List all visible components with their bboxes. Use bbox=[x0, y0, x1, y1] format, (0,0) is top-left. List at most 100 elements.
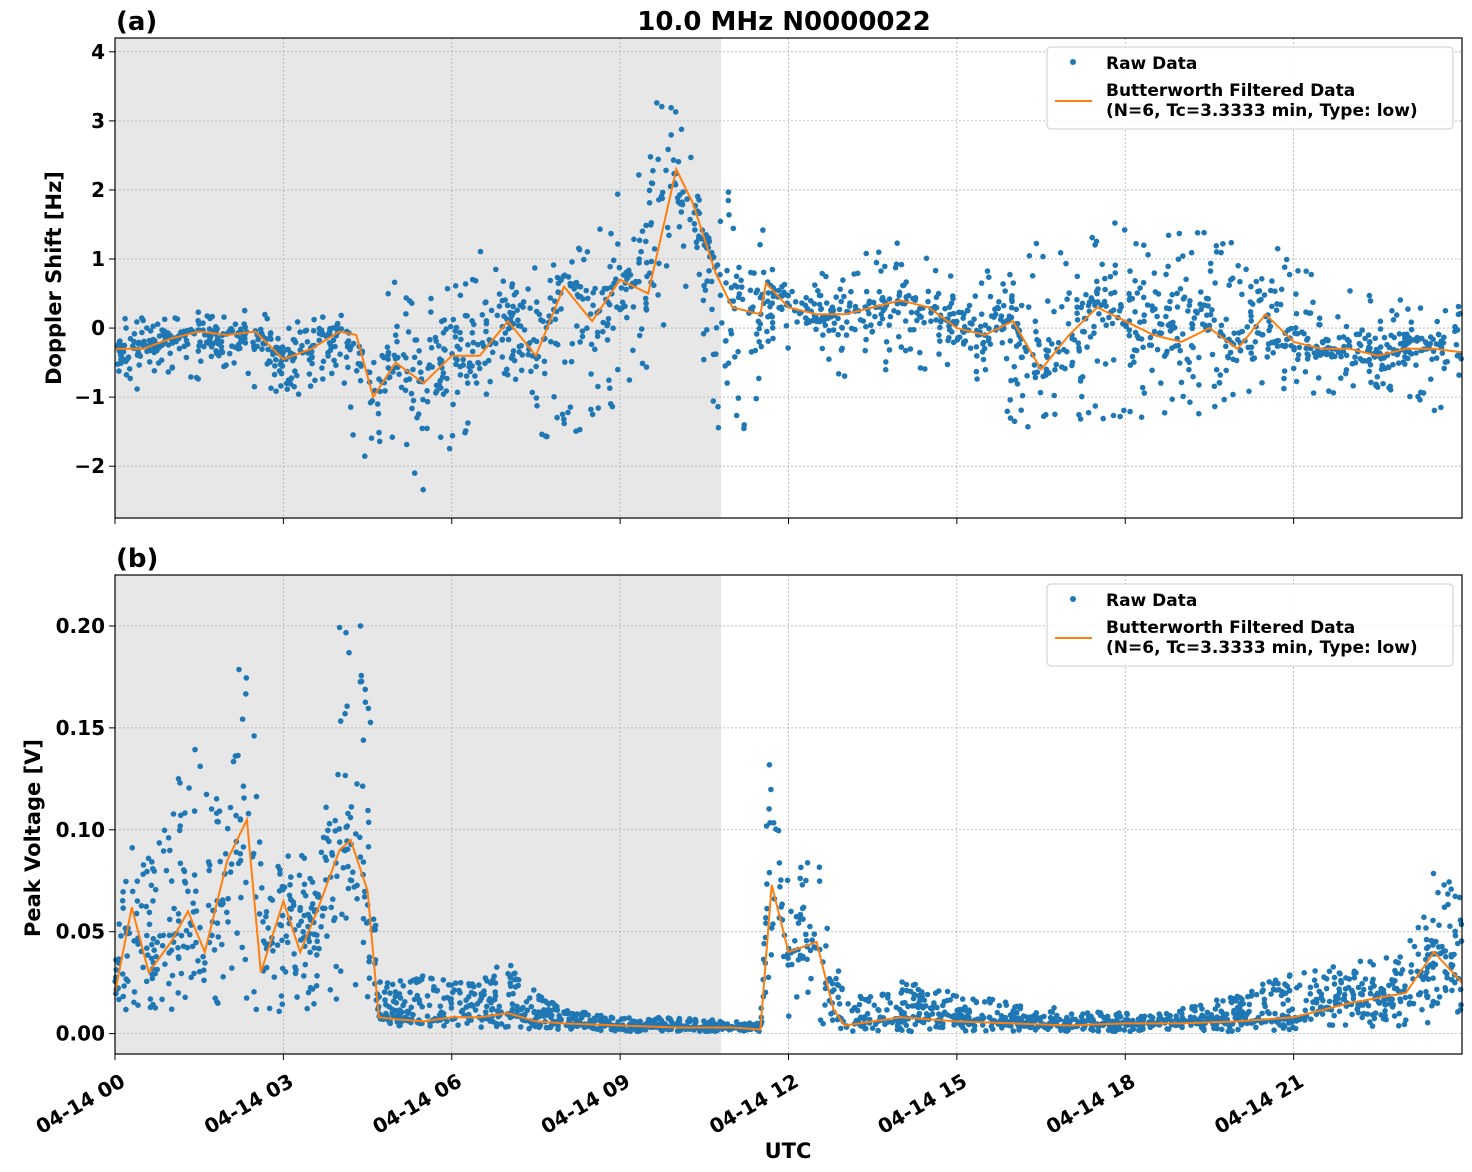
raw-data-point bbox=[1186, 366, 1192, 373]
raw-data-point bbox=[528, 368, 534, 375]
raw-data-point bbox=[803, 931, 809, 938]
raw-data-point bbox=[581, 256, 587, 263]
raw-data-point bbox=[1353, 970, 1359, 976]
raw-data-point bbox=[437, 1003, 444, 1009]
raw-data-point bbox=[1163, 305, 1170, 311]
raw-data-point bbox=[643, 222, 649, 229]
raw-data-point bbox=[1137, 319, 1143, 326]
raw-data-point bbox=[186, 785, 192, 791]
raw-data-point bbox=[1213, 243, 1220, 249]
raw-data-point bbox=[341, 380, 348, 386]
raw-data-point bbox=[757, 321, 764, 327]
raw-data-point bbox=[482, 975, 489, 981]
raw-data-point bbox=[286, 892, 293, 899]
raw-data-point bbox=[264, 315, 271, 322]
raw-data-point bbox=[242, 335, 248, 342]
raw-data-point bbox=[514, 1008, 521, 1014]
raw-data-point bbox=[124, 953, 130, 959]
raw-data-point bbox=[1183, 276, 1189, 283]
raw-data-point bbox=[1151, 328, 1158, 335]
raw-data-point bbox=[610, 257, 617, 264]
raw-data-point bbox=[675, 199, 682, 205]
raw-data-point bbox=[1227, 349, 1234, 356]
raw-data-point bbox=[502, 330, 509, 336]
raw-data-point bbox=[473, 380, 480, 386]
raw-data-point bbox=[193, 888, 199, 894]
raw-data-point bbox=[838, 298, 844, 305]
raw-data-point bbox=[1323, 336, 1329, 343]
raw-data-point bbox=[496, 1003, 503, 1010]
panel-a-legend-raw-label: Raw Data bbox=[1106, 54, 1197, 74]
raw-data-point bbox=[876, 288, 883, 295]
raw-data-point bbox=[1352, 359, 1359, 366]
raw-data-point bbox=[1431, 407, 1438, 414]
raw-data-point bbox=[1256, 288, 1263, 294]
raw-data-point bbox=[125, 354, 132, 361]
raw-data-point bbox=[835, 371, 842, 377]
raw-data-point bbox=[1194, 230, 1201, 236]
raw-data-point bbox=[1442, 359, 1449, 366]
raw-data-point bbox=[902, 999, 908, 1006]
raw-data-point bbox=[429, 364, 436, 370]
raw-data-point bbox=[656, 1015, 663, 1022]
raw-data-point bbox=[1062, 1018, 1068, 1024]
raw-data-point bbox=[1235, 1026, 1241, 1033]
raw-data-point bbox=[548, 338, 554, 345]
raw-data-point bbox=[303, 327, 310, 334]
raw-data-point bbox=[851, 271, 857, 277]
raw-data-point bbox=[835, 331, 841, 338]
raw-data-point bbox=[446, 445, 453, 452]
raw-data-point bbox=[982, 322, 989, 328]
raw-data-point bbox=[981, 999, 988, 1005]
raw-data-point bbox=[360, 859, 367, 865]
raw-data-point bbox=[1145, 252, 1151, 258]
raw-data-point bbox=[1415, 924, 1422, 931]
raw-data-point bbox=[730, 298, 737, 304]
raw-data-point bbox=[1377, 318, 1384, 325]
raw-data-point bbox=[510, 303, 516, 310]
raw-data-point bbox=[940, 1021, 946, 1027]
raw-data-point bbox=[696, 271, 703, 278]
raw-data-point bbox=[407, 989, 413, 996]
raw-data-point bbox=[829, 980, 836, 987]
raw-data-point bbox=[291, 383, 298, 390]
raw-data-point bbox=[1452, 928, 1458, 935]
raw-data-point bbox=[428, 309, 434, 315]
raw-data-point bbox=[1198, 306, 1204, 313]
raw-data-point bbox=[547, 277, 554, 284]
raw-data-point bbox=[974, 353, 980, 359]
raw-data-point bbox=[1104, 1017, 1110, 1024]
raw-data-point bbox=[1329, 1022, 1336, 1028]
raw-data-point bbox=[412, 337, 418, 343]
raw-data-point bbox=[453, 361, 459, 368]
raw-data-point bbox=[295, 391, 302, 398]
xtick-label: 04-14 15 bbox=[873, 1069, 971, 1139]
raw-data-point bbox=[1246, 1001, 1253, 1008]
raw-data-point bbox=[193, 939, 199, 946]
raw-data-point bbox=[651, 282, 657, 289]
raw-data-point bbox=[794, 994, 800, 1000]
raw-data-point bbox=[1045, 298, 1051, 304]
raw-data-point bbox=[960, 341, 967, 347]
raw-data-point bbox=[458, 336, 464, 343]
raw-data-point bbox=[509, 281, 516, 287]
raw-data-point bbox=[1292, 325, 1299, 331]
raw-data-point bbox=[828, 314, 834, 320]
raw-data-point bbox=[525, 351, 532, 358]
raw-data-point bbox=[614, 191, 621, 197]
raw-data-point bbox=[337, 351, 343, 358]
raw-data-point bbox=[1196, 410, 1202, 417]
raw-data-point bbox=[334, 322, 340, 329]
raw-data-point bbox=[1140, 279, 1147, 286]
raw-data-point bbox=[327, 987, 334, 993]
raw-data-point bbox=[452, 334, 459, 340]
raw-data-point bbox=[512, 976, 518, 983]
raw-data-point bbox=[753, 395, 759, 402]
raw-data-point bbox=[980, 356, 987, 363]
raw-data-point bbox=[149, 941, 155, 948]
raw-data-point bbox=[297, 904, 304, 911]
raw-data-point bbox=[942, 305, 948, 312]
raw-data-point bbox=[327, 347, 334, 353]
raw-data-point bbox=[1396, 331, 1403, 337]
raw-data-point bbox=[738, 277, 744, 284]
